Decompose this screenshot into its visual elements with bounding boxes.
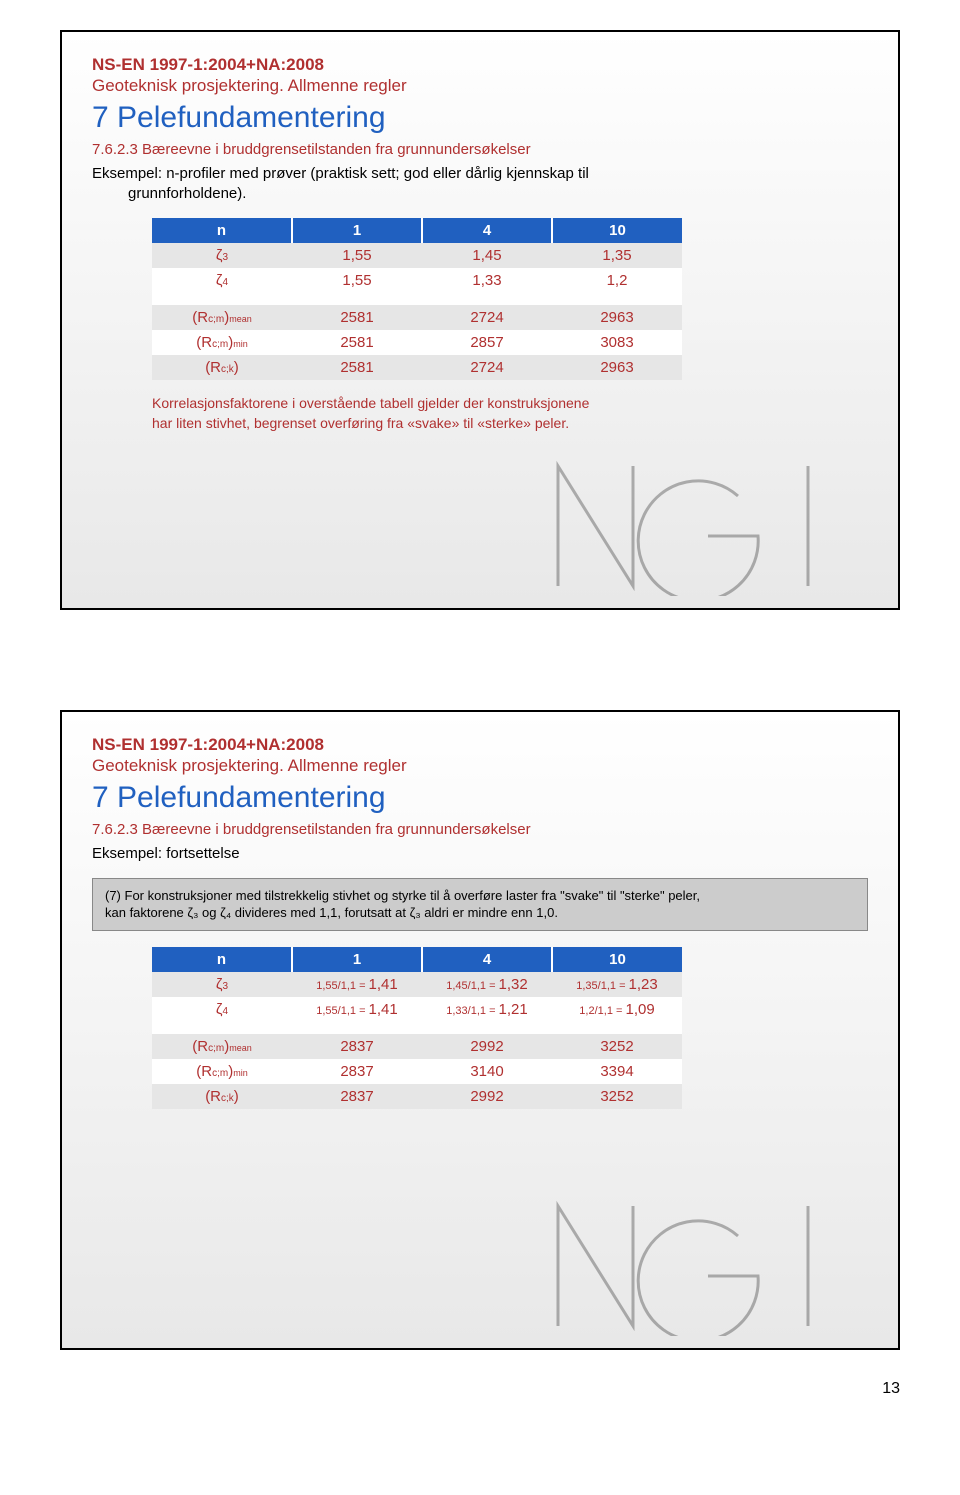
standard-ref: NS-EN 1997-1:2004+NA:2008 — [92, 54, 868, 75]
row-label: (Rc;m)min — [152, 1059, 292, 1084]
table-row: (Rc;m)mean283729923252 — [152, 1034, 682, 1059]
section-ref: 7.6.2.3 Bæreevne i bruddgrensetilstanden… — [92, 821, 868, 838]
table-cell: 2837 — [292, 1059, 422, 1084]
note7-box: (7) For konstruksjoner med tilstrekkelig… — [92, 878, 868, 931]
standard-subtitle: Geoteknisk prosjektering. Allmenne regle… — [92, 75, 868, 96]
page-number: 13 — [60, 1380, 900, 1398]
table-row: (Rc;m)min258128573083 — [152, 330, 682, 355]
table-cell: 1,45/1,1 = 1,32 — [422, 972, 552, 997]
row-label: ζ4 — [152, 268, 292, 293]
table-row: ζ41,551,331,2 — [152, 268, 682, 293]
row-label: (Rc;k) — [152, 355, 292, 380]
table-cell: 1,33/1,1 = 1,21 — [422, 997, 552, 1022]
table-cell: 2857 — [422, 330, 552, 355]
table-header: 1 — [292, 947, 422, 972]
table-cell: 2724 — [422, 305, 552, 330]
row-label: ζ3 — [152, 243, 292, 268]
chapter-title: 7 Pelefundamentering — [92, 781, 868, 815]
row-label: (Rc;m)mean — [152, 305, 292, 330]
example-line2: grunnforholdene). — [128, 185, 246, 202]
table-cell: 2963 — [552, 355, 682, 380]
table-header: 4 — [422, 218, 552, 243]
table-cell: 3083 — [552, 330, 682, 355]
example-line1: Eksempel: n-profiler med prøver (praktis… — [92, 165, 589, 182]
row-label: ζ4 — [152, 997, 292, 1022]
table-cell: 1,55/1,1 = 1,41 — [292, 972, 422, 997]
example-text: Eksempel: n-profiler med prøver (praktis… — [92, 164, 868, 205]
table-cell: 1,2/1,1 = 1,09 — [552, 997, 682, 1022]
table-cell: 2992 — [422, 1084, 552, 1109]
table-cell: 1,35 — [552, 243, 682, 268]
correlation-table-1: n1410ζ31,551,451,35ζ41,551,331,2(Rc;m)me… — [152, 218, 682, 380]
slide-2: NS-EN 1997-1:2004+NA:2008 Geoteknisk pro… — [60, 710, 900, 1350]
table-cell: 3252 — [552, 1084, 682, 1109]
standard-subtitle: Geoteknisk prosjektering. Allmenne regle… — [92, 755, 868, 776]
table-row: (Rc;m)min283731403394 — [152, 1059, 682, 1084]
slide-1: NS-EN 1997-1:2004+NA:2008 Geoteknisk pro… — [60, 30, 900, 610]
table-header: n — [152, 218, 292, 243]
table-row: ζ41,55/1,1 = 1,411,33/1,1 = 1,211,2/1,1 … — [152, 997, 682, 1022]
chapter-title: 7 Pelefundamentering — [92, 101, 868, 135]
table-cell: 1,2 — [552, 268, 682, 293]
table-cell: 2581 — [292, 305, 422, 330]
row-label: (Rc;k) — [152, 1084, 292, 1109]
table-header: n — [152, 947, 292, 972]
table-cell: 3140 — [422, 1059, 552, 1084]
table-cell: 2837 — [292, 1084, 422, 1109]
ngi-logo — [548, 446, 868, 596]
table-cell: 2992 — [422, 1034, 552, 1059]
row-label: (Rc;m)min — [152, 330, 292, 355]
table-row: (Rc;k)258127242963 — [152, 355, 682, 380]
table-2-wrap: n1410ζ31,55/1,1 = 1,411,45/1,1 = 1,321,3… — [152, 947, 868, 1109]
row-label: (Rc;m)mean — [152, 1034, 292, 1059]
table-cell: 2581 — [292, 355, 422, 380]
table-cell: 2837 — [292, 1034, 422, 1059]
table-row: ζ31,551,451,35 — [152, 243, 682, 268]
table-cell: 1,33 — [422, 268, 552, 293]
table-row: ζ31,55/1,1 = 1,411,45/1,1 = 1,321,35/1,1… — [152, 972, 682, 997]
table-cell: 3394 — [552, 1059, 682, 1084]
table-cell: 2724 — [422, 355, 552, 380]
table-cell: 2581 — [292, 330, 422, 355]
example-text: Eksempel: fortsettelse — [92, 844, 868, 864]
table-cell: 2963 — [552, 305, 682, 330]
table-row: (Rc;m)mean258127242963 — [152, 305, 682, 330]
standard-ref: NS-EN 1997-1:2004+NA:2008 — [92, 734, 868, 755]
table-cell: 1,35/1,1 = 1,23 — [552, 972, 682, 997]
table-1-wrap: n1410ζ31,551,451,35ζ41,551,331,2(Rc;m)me… — [152, 218, 868, 380]
table-header: 10 — [552, 947, 682, 972]
section-ref: 7.6.2.3 Bæreevne i bruddgrensetilstanden… — [92, 141, 868, 158]
table-header: 4 — [422, 947, 552, 972]
table-cell: 1,55/1,1 = 1,41 — [292, 997, 422, 1022]
correlation-note: Korrelasjonsfaktorene i overstående tabe… — [152, 394, 772, 433]
table-cell: 1,55 — [292, 243, 422, 268]
table-header: 10 — [552, 218, 682, 243]
ngi-logo — [548, 1186, 868, 1336]
table-row: (Rc;k)283729923252 — [152, 1084, 682, 1109]
table-cell: 1,45 — [422, 243, 552, 268]
row-label: ζ3 — [152, 972, 292, 997]
correlation-table-2: n1410ζ31,55/1,1 = 1,411,45/1,1 = 1,321,3… — [152, 947, 682, 1109]
table-cell: 1,55 — [292, 268, 422, 293]
table-cell: 3252 — [552, 1034, 682, 1059]
table-header: 1 — [292, 218, 422, 243]
